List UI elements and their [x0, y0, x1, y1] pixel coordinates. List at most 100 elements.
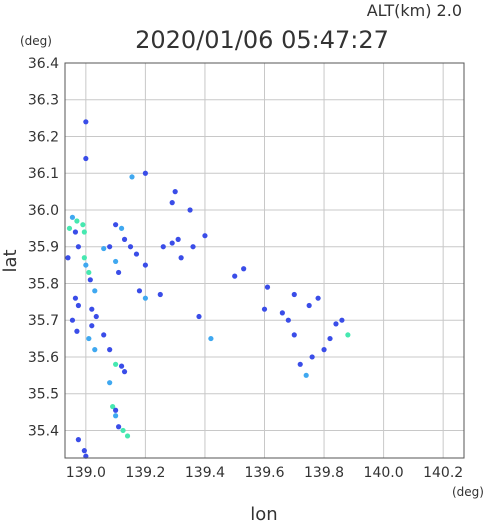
data-point — [86, 269, 92, 276]
data-point — [115, 424, 122, 430]
data-point — [69, 317, 76, 323]
data-point — [129, 174, 135, 180]
data-point — [113, 361, 119, 367]
data-point — [136, 288, 143, 294]
data-point — [81, 255, 87, 261]
data-point — [115, 269, 122, 276]
data-point — [345, 332, 351, 338]
y-tick-label: 36.1 — [28, 166, 59, 182]
data-point — [309, 354, 315, 360]
data-point — [261, 306, 268, 312]
x-tick-label: 139.0 — [66, 465, 106, 481]
data-point — [339, 317, 345, 323]
data-point — [75, 302, 81, 309]
data-point — [291, 291, 297, 298]
data-point — [306, 302, 312, 309]
grid-lines — [65, 62, 464, 458]
data-point — [72, 295, 79, 301]
data-point — [142, 262, 148, 268]
data-point — [285, 317, 291, 323]
data-point — [175, 236, 181, 242]
data-point — [101, 245, 107, 252]
x-tick-label: 139.8 — [304, 465, 344, 481]
data-point — [160, 244, 166, 250]
data-point — [74, 218, 80, 224]
data-point — [169, 240, 175, 246]
data-point — [75, 244, 81, 250]
data-point — [121, 236, 128, 242]
data-point — [113, 258, 119, 265]
altitude-label: ALT(km) 2.0 — [367, 1, 462, 20]
tick-labels: 139.0 139.2 139.4 139.6 139.8 140.0 140.2 36.4 3… — [28, 56, 463, 481]
data-point — [81, 448, 87, 454]
data-point — [232, 273, 238, 279]
data-point — [107, 244, 113, 250]
data-point — [118, 225, 125, 231]
data-point — [65, 255, 71, 261]
data-point — [169, 200, 175, 206]
y-axis-label: lat — [0, 249, 21, 272]
data-point — [142, 295, 148, 301]
data-point — [83, 155, 89, 162]
data-point — [83, 453, 89, 459]
x-unit-label: (deg) — [452, 485, 484, 499]
x-axis-label: lon — [250, 504, 277, 521]
y-tick-label: 35.4 — [28, 423, 59, 439]
x-tick-label: 140.0 — [364, 465, 404, 481]
y-tick-label: 36.0 — [28, 203, 59, 219]
data-point — [172, 189, 178, 195]
data-point — [121, 369, 128, 375]
data-point — [202, 233, 208, 239]
data-point — [113, 413, 119, 419]
data-point — [196, 313, 202, 320]
data-point — [187, 207, 193, 213]
data-point — [92, 347, 98, 353]
data-point — [66, 225, 73, 231]
data-point — [315, 295, 321, 301]
data-points — [65, 119, 351, 459]
data-point — [178, 255, 184, 261]
x-tick-label: 140.2 — [423, 465, 463, 481]
data-point — [190, 244, 196, 250]
data-point — [89, 306, 95, 312]
data-point — [142, 170, 148, 176]
y-tick-label: 36.3 — [28, 93, 59, 109]
y-tick-label: 36.4 — [28, 56, 59, 72]
y-unit-label: (deg) — [20, 34, 52, 48]
data-point — [208, 335, 214, 342]
data-point — [87, 277, 93, 283]
data-point — [264, 284, 271, 290]
data-point — [118, 363, 125, 369]
data-point — [69, 214, 76, 220]
data-point — [157, 291, 163, 298]
data-point — [113, 407, 119, 413]
data-point — [74, 328, 80, 334]
x-tick-label: 139.4 — [185, 465, 225, 481]
x-tick-label: 139.2 — [125, 465, 165, 481]
data-point — [81, 229, 87, 235]
data-point — [110, 403, 116, 410]
data-point — [297, 361, 303, 367]
data-point — [83, 119, 89, 125]
chart-title: 2020/01/06 05:47:27 — [135, 26, 389, 54]
data-point — [89, 323, 95, 329]
data-point — [321, 347, 327, 353]
data-point — [93, 313, 99, 320]
data-point — [107, 347, 113, 353]
data-point — [86, 335, 92, 342]
data-point — [92, 288, 98, 294]
data-point — [124, 433, 131, 439]
data-point — [241, 266, 247, 272]
data-point — [75, 437, 81, 443]
x-tick-label: 139.6 — [244, 465, 284, 481]
y-tick-label: 35.5 — [28, 387, 59, 403]
data-point — [80, 222, 86, 228]
data-point — [327, 335, 333, 342]
data-point — [113, 222, 119, 228]
data-point — [127, 244, 134, 250]
data-point — [83, 262, 89, 268]
y-tick-label: 35.8 — [28, 276, 59, 292]
data-point — [72, 229, 79, 235]
data-point — [101, 332, 107, 338]
data-point — [107, 380, 113, 386]
